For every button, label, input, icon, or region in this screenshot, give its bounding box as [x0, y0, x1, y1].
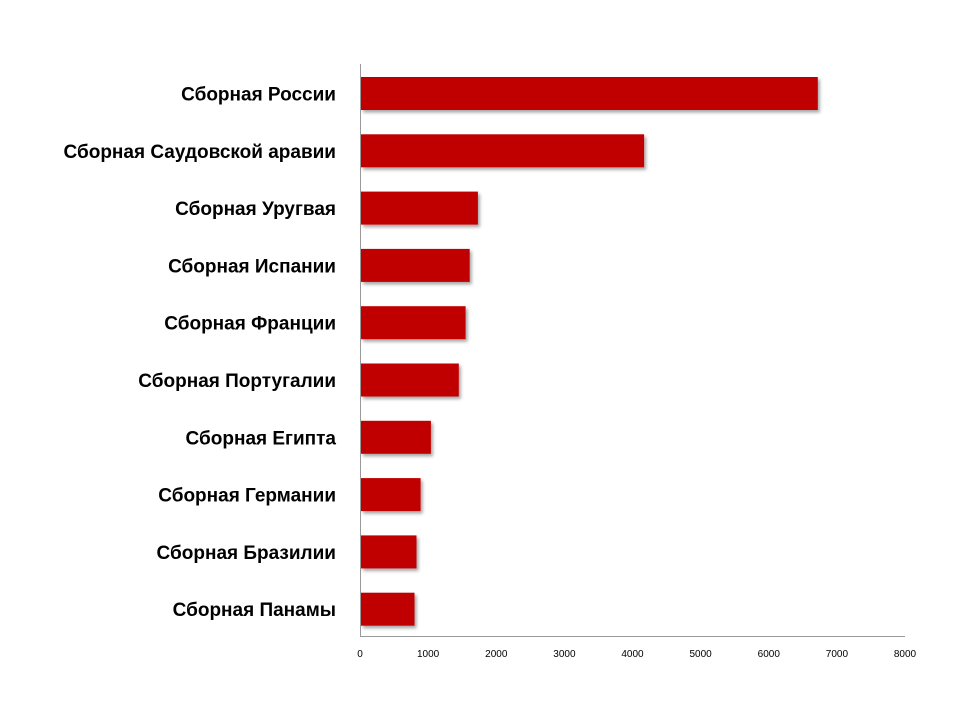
bar-4: [361, 248, 470, 282]
x-tick-label-3000: 3000: [553, 649, 576, 660]
bar-8: [361, 478, 421, 512]
category-label-2: Сборная Саудовской аравии: [64, 142, 337, 163]
category-label-7: Сборная Египта: [186, 428, 337, 449]
category-label-8: Сборная Германии: [158, 486, 336, 507]
bar-9: [361, 535, 417, 569]
category-label-4: Сборная Испании: [168, 256, 336, 277]
bar-2: [361, 134, 645, 168]
x-tick-label-8000: 8000: [894, 649, 917, 660]
category-label-6: Сборная Португалии: [138, 371, 336, 392]
category-label-5: Сборная Франции: [164, 314, 336, 335]
bar-3: [361, 191, 478, 225]
category-labels-group: Сборная России Сборная Саудовской аравии С…: [64, 85, 337, 622]
x-tick-label-2000: 2000: [485, 649, 508, 660]
x-tick-label-5000: 5000: [689, 649, 712, 660]
category-label-9: Сборная Бразилии: [157, 543, 336, 564]
bar-6: [361, 363, 459, 397]
category-label-3: Сборная Уругвая: [175, 199, 336, 220]
bar-5: [361, 306, 466, 340]
x-tick-label-1000: 1000: [417, 649, 440, 660]
bar-10: [361, 592, 415, 626]
bar-1: [361, 77, 818, 110]
x-tick-label-4000: 4000: [621, 649, 644, 660]
x-tick-label-7000: 7000: [826, 649, 849, 660]
x-tick-labels-group: 0 1000 2000 3000 4000 5000 6000 7000 8000: [357, 649, 916, 660]
category-label-10: Сборная Панамы: [173, 600, 336, 621]
bar-7: [361, 420, 431, 454]
category-label-1: Сборная России: [181, 85, 336, 106]
x-tick-label-6000: 6000: [758, 649, 781, 660]
bars-group: [361, 77, 818, 626]
x-tick-label-0: 0: [357, 649, 363, 660]
